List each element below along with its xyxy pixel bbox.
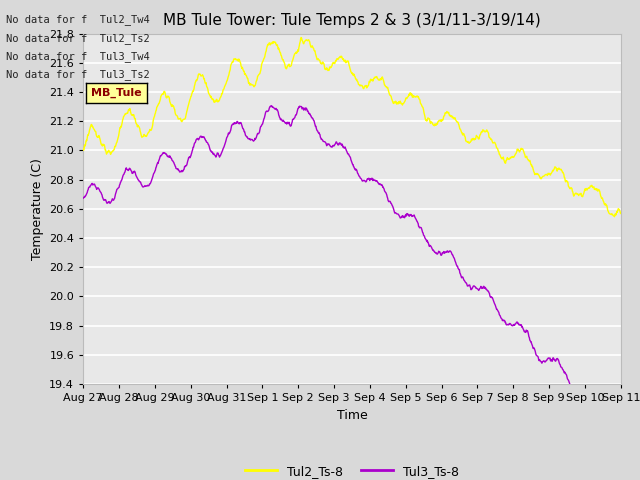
X-axis label: Time: Time	[337, 408, 367, 421]
Title: MB Tule Tower: Tule Temps 2 & 3 (3/1/11-3/19/14): MB Tule Tower: Tule Temps 2 & 3 (3/1/11-…	[163, 13, 541, 28]
Text: No data for f  Tul2_Ts2: No data for f Tul2_Ts2	[6, 33, 150, 44]
Text: No data for f  Tul2_Tw4: No data for f Tul2_Tw4	[6, 14, 150, 25]
Text: MB_Tule: MB_Tule	[92, 88, 142, 98]
Text: No data for f  Tul3_Tw4: No data for f Tul3_Tw4	[6, 51, 150, 62]
Text: No data for f  Tul3_Ts2: No data for f Tul3_Ts2	[6, 69, 150, 80]
Legend: Tul2_Ts-8, Tul3_Ts-8: Tul2_Ts-8, Tul3_Ts-8	[241, 460, 463, 480]
Y-axis label: Temperature (C): Temperature (C)	[31, 158, 44, 260]
